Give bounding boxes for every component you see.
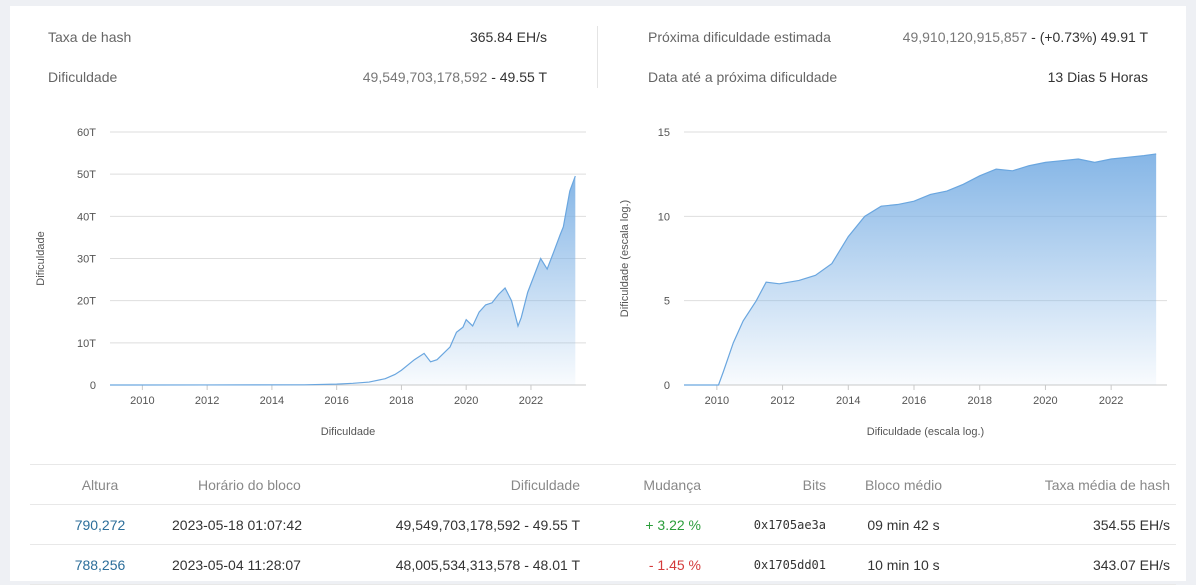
stats-divider xyxy=(597,26,598,88)
y-tick-label: 0 xyxy=(664,380,670,392)
bits-value: 0x1705dd01 xyxy=(711,544,836,585)
y-tick-label: 10T xyxy=(77,338,96,350)
x-tick-label: 2018 xyxy=(967,395,991,407)
y-tick-label: 15 xyxy=(658,127,670,139)
x-tick-label: 2014 xyxy=(260,395,284,407)
x-tick-label: 2022 xyxy=(519,395,543,407)
difficulty-chart: 0 10T 20T 30T 40T 50T 60T 2010 2012 2014 2016 2018 2… xyxy=(35,127,586,438)
stats-panel: Taxa de hash 365.84 EH/s Dificuldade 49,… xyxy=(10,6,1186,96)
difficulty-value: 49,549,703,178,592 - 49.55 T xyxy=(305,504,590,545)
bits-value: 0x1705ae3a xyxy=(711,504,836,545)
x-tick-label: 2016 xyxy=(902,395,926,407)
stat-difficulty: Dificuldade 49,549,703,178,592 - 49.55 T xyxy=(48,67,547,87)
y-tick-label: 10 xyxy=(658,211,670,223)
avg-hashrate-value: 343.07 EH/s xyxy=(971,544,1176,585)
stat-next-date-value: 13 Dias 5 Horas xyxy=(1047,69,1148,85)
difficulty-table: Altura Horário do bloco Dificuldade Muda… xyxy=(30,464,1176,585)
col-avg-block: Bloco médio xyxy=(836,464,971,505)
x-tick-label: 2014 xyxy=(836,395,860,407)
col-height: Altura xyxy=(30,464,170,505)
block-time: 2023-05-04 11:28:07 xyxy=(170,544,305,585)
stat-next-difficulty: Próxima dificuldade estimada 49,910,120,… xyxy=(648,27,1148,47)
avg-hashrate-value: 354.55 EH/s xyxy=(971,504,1176,545)
table-row: 788,256 2023-05-04 11:28:07 48,005,534,3… xyxy=(30,544,1176,585)
x-tick-label: 2012 xyxy=(195,395,219,407)
x-tick-label: 2012 xyxy=(770,395,794,407)
y-tick-label: 0 xyxy=(90,380,96,392)
y-tick-label: 40T xyxy=(77,211,96,223)
series-area xyxy=(110,176,576,385)
x-tick-label: 2010 xyxy=(130,395,154,407)
stat-difficulty-label: Dificuldade xyxy=(48,69,118,85)
stat-next-difficulty-value: 49,910,120,915,857 - (+0.73%) 49.91 T xyxy=(903,27,1148,47)
x-tick-label: 2018 xyxy=(389,395,413,407)
stat-next-difficulty-short: - (+0.73%) 49.91 T xyxy=(1027,29,1148,45)
change-value: - 1.45 % xyxy=(590,544,711,585)
block-height-link[interactable]: 788,256 xyxy=(30,544,170,585)
stat-difficulty-raw: 49,549,703,178,592 xyxy=(362,69,488,85)
y-tick-label: 5 xyxy=(664,296,670,308)
x-tick-label: 2022 xyxy=(1099,395,1123,407)
y-tick-label: 50T xyxy=(77,169,96,181)
difficulty-value: 48,005,534,313,578 - 48.01 T xyxy=(305,544,590,585)
y-tick-label: 60T xyxy=(77,127,96,139)
col-change: Mudança xyxy=(590,464,711,505)
x-tick-label: 2016 xyxy=(324,395,348,407)
x-axis-label: Dificuldade (escala log.) xyxy=(867,426,984,438)
x-tick-label: 2020 xyxy=(454,395,478,407)
x-tick-label: 2010 xyxy=(705,395,729,407)
block-height-link[interactable]: 790,272 xyxy=(30,504,170,545)
col-difficulty: Dificuldade xyxy=(305,464,590,505)
y-tick-label: 20T xyxy=(77,296,96,308)
y-axis-label: Dificuldade xyxy=(35,231,47,285)
x-tick-label: 2020 xyxy=(1033,395,1057,407)
stat-next-date: Data até a próxima dificuldade 13 Dias 5… xyxy=(648,67,1148,87)
series-line xyxy=(684,153,1157,386)
table-row: 790,272 2023-05-18 01:07:42 49,549,703,1… xyxy=(30,504,1176,545)
table-header-row: Altura Horário do bloco Dificuldade Muda… xyxy=(30,464,1176,505)
y-tick-label: 30T xyxy=(77,254,96,266)
stat-hashrate-value: 365.84 EH/s xyxy=(469,29,547,45)
stat-hashrate: Taxa de hash 365.84 EH/s xyxy=(48,27,547,47)
stat-next-difficulty-label: Próxima dificuldade estimada xyxy=(648,29,831,45)
col-bits: Bits xyxy=(711,464,836,505)
y-axis-label: Dificuldade (escala log.) xyxy=(619,200,631,317)
difficulty-card: Taxa de hash 365.84 EH/s Dificuldade 49,… xyxy=(10,6,1186,585)
col-avg-hashrate: Taxa média de hash xyxy=(971,464,1176,505)
stat-difficulty-value: 49,549,703,178,592 - 49.55 T xyxy=(363,67,547,87)
series-line xyxy=(109,175,576,386)
stat-hashrate-label: Taxa de hash xyxy=(48,29,132,45)
avg-block-value: 10 min 10 s xyxy=(836,544,971,585)
stat-next-difficulty-raw: 49,910,120,915,857 xyxy=(902,29,1028,45)
x-axis-label: Dificuldade xyxy=(321,426,375,438)
difficulty-log-chart: 0 5 10 15 2010 2012 2014 2016 2018 2020 2022 Dificu… xyxy=(619,127,1167,438)
block-time: 2023-05-18 01:07:42 xyxy=(170,504,305,545)
col-block-time: Horário do bloco xyxy=(170,464,305,505)
avg-block-value: 09 min 42 s xyxy=(836,504,971,545)
stat-next-date-label: Data até a próxima dificuldade xyxy=(648,69,838,85)
change-value: + 3.22 % xyxy=(590,504,711,545)
series-area xyxy=(684,153,1157,385)
stat-difficulty-short: - 49.55 T xyxy=(487,69,547,85)
